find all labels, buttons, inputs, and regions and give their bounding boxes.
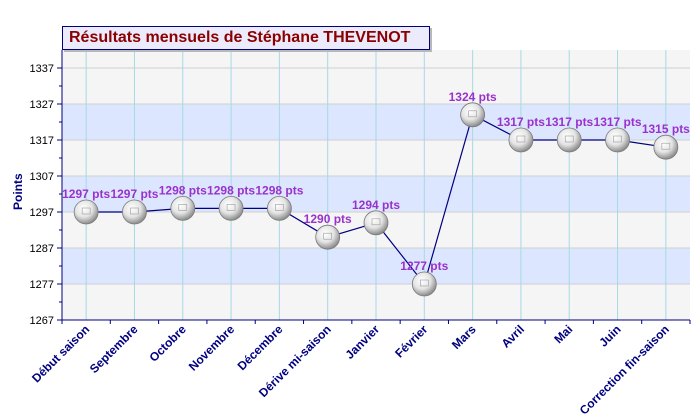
y-tick-label: 1287 — [30, 243, 54, 255]
marker-emblem — [371, 218, 381, 226]
data-point-marker — [170, 195, 196, 221]
data-label: 1317 pts — [497, 115, 545, 129]
data-point-marker — [411, 271, 437, 297]
x-tick-label: Septembre — [87, 322, 141, 376]
data-label: 1317 pts — [594, 115, 642, 129]
data-point-marker — [122, 199, 147, 225]
marker-emblem — [516, 135, 526, 143]
data-point-marker — [73, 199, 99, 225]
x-tick-label: Correction fin-saison — [577, 322, 672, 417]
data-label: 1294 pts — [352, 198, 400, 212]
data-point-marker — [508, 127, 534, 153]
x-tick-label: Avril — [499, 322, 527, 350]
chart-title: Résultats mensuels de Stéphane THEVENOT — [62, 26, 430, 50]
marker-emblem — [226, 204, 236, 211]
data-label: 1297 pts — [110, 187, 158, 201]
x-tick-label: Mai — [551, 322, 575, 346]
marker-emblem — [178, 204, 188, 211]
marker-emblem — [323, 232, 332, 240]
data-label: 1290 pts — [304, 212, 352, 226]
x-tick-label: Octobre — [146, 322, 189, 365]
data-label: 1298 pts — [159, 183, 207, 197]
x-tick-label: Début saison — [29, 322, 92, 385]
y-axis-label: Points — [11, 173, 25, 210]
x-tick-label: Mars — [449, 322, 479, 352]
x-tick-label: Janvier — [343, 322, 383, 362]
marker-emblem — [130, 207, 139, 215]
data-label: 1324 pts — [449, 90, 497, 104]
marker-emblem — [275, 204, 284, 211]
x-tick-label: Juin — [596, 322, 623, 349]
data-point-marker — [218, 195, 244, 221]
axes — [57, 50, 691, 324]
data-label: 1277 pts — [400, 259, 448, 273]
data-label: 1317 pts — [545, 115, 593, 129]
y-tick-labels: 1267 1277 1287 1297 1307 1317 1327 1337 — [30, 63, 54, 327]
marker-emblem — [613, 135, 622, 143]
data-label: 1298 pts — [255, 183, 303, 197]
y-tick-label: 1297 — [30, 207, 54, 219]
data-point-marker — [460, 102, 486, 128]
marker-emblem — [420, 279, 429, 287]
data-point-marker — [605, 127, 630, 153]
data-point-marker — [653, 134, 679, 160]
marker-emblem — [468, 110, 477, 118]
x-tick-label: Février — [392, 322, 430, 360]
marker-emblem — [661, 142, 671, 150]
data-point-marker — [556, 127, 582, 153]
data-label: 1298 pts — [207, 183, 255, 197]
data-label: 1297 pts — [62, 187, 110, 201]
data-points — [73, 102, 679, 297]
data-point-marker — [266, 195, 292, 221]
x-tick-label: Novembre — [186, 322, 238, 374]
y-tick-label: 1307 — [30, 171, 54, 183]
marker-emblem — [564, 135, 574, 143]
y-tick-label: 1317 — [30, 135, 54, 147]
x-tick-label: Décembre — [235, 322, 286, 373]
y-tick-label: 1277 — [30, 279, 54, 291]
y-tick-label: 1327 — [30, 99, 54, 111]
data-label: 1315 pts — [642, 122, 690, 136]
y-tick-label: 1267 — [30, 315, 54, 327]
data-point-marker — [315, 224, 341, 250]
data-point-marker — [363, 210, 389, 236]
marker-emblem — [81, 207, 91, 215]
data-labels: 1297 pts 1297 pts 1298 pts 1298 pts 1298 pts… — [62, 90, 690, 273]
y-tick-label: 1337 — [30, 63, 54, 75]
